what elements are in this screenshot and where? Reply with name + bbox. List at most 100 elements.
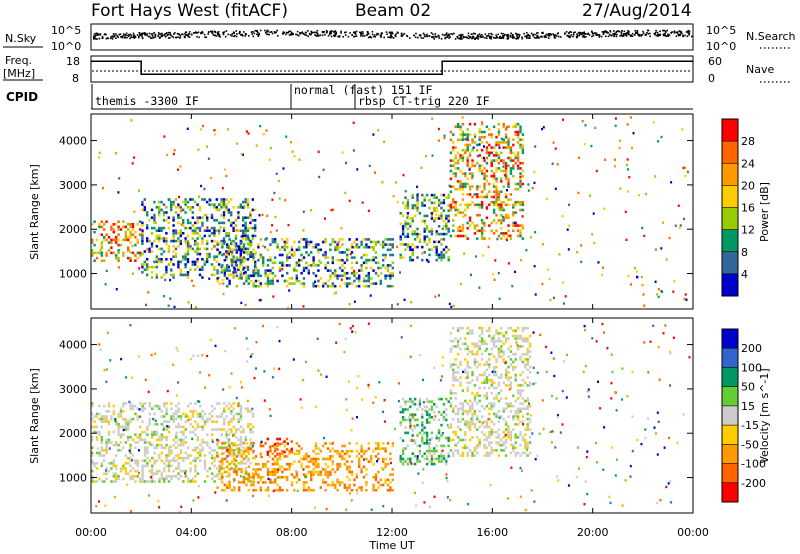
- echo-cell: [326, 483, 330, 487]
- echo-cell: [428, 460, 431, 463]
- echo-cell: [242, 428, 245, 431]
- noise-sample: [598, 34, 601, 36]
- echo-cell: [497, 441, 501, 444]
- echo-cell: [504, 376, 508, 379]
- echo-cell: [194, 263, 197, 266]
- scatter-cell: [618, 146, 621, 150]
- echo-cell: [437, 455, 441, 458]
- echo-cell: [454, 203, 457, 207]
- echo-cell: [227, 420, 231, 423]
- echo-cell: [98, 412, 101, 416]
- echo-cell: [119, 412, 123, 416]
- echo-cell: [158, 438, 161, 442]
- echo-cell: [295, 269, 298, 272]
- scatter-cell: [678, 226, 681, 229]
- echo-cell: [365, 488, 368, 492]
- echo-cell: [507, 371, 510, 374]
- echo-cell: [117, 430, 120, 434]
- echo-cell: [440, 455, 443, 458]
- echo-cell: [490, 402, 493, 405]
- echo-cell: [234, 224, 238, 227]
- echo-cell: [464, 423, 467, 426]
- noise-sample: [187, 33, 190, 36]
- echo-cell: [433, 447, 436, 450]
- echo-cell: [172, 273, 175, 277]
- noise-sample: [233, 31, 235, 34]
- echo-cell: [440, 253, 443, 257]
- echo-cell: [167, 449, 171, 452]
- echo-cell: [151, 464, 154, 468]
- echo-cell: [143, 206, 146, 209]
- echo-cell: [117, 256, 120, 260]
- frequency-trace: [91, 60, 693, 75]
- noise-sample: [620, 34, 623, 36]
- echo-cell: [480, 148, 484, 152]
- noise-sample: [501, 35, 504, 37]
- scatter-cell: [662, 221, 665, 224]
- echo-cell: [516, 122, 520, 126]
- echo-cell: [466, 352, 469, 356]
- scatter-cell: [324, 241, 327, 244]
- echo-cell: [112, 475, 115, 478]
- echo-cell: [348, 486, 351, 489]
- echo-cell: [430, 248, 434, 251]
- echo-cell: [232, 226, 235, 230]
- echo-cell: [146, 213, 149, 217]
- echo-cell: [129, 402, 132, 405]
- noise-sample: [154, 34, 157, 37]
- noise-sample: [458, 34, 461, 37]
- echo-cell: [374, 447, 378, 450]
- echo-cell: [221, 264, 224, 267]
- echo-cell: [160, 226, 163, 230]
- echo-cell: [476, 394, 479, 398]
- echo-cell: [338, 284, 342, 288]
- echo-cell: [226, 243, 229, 246]
- noise-sample: [588, 34, 591, 36]
- echo-cell: [165, 258, 168, 261]
- echo-cell: [122, 467, 125, 470]
- scatter-cell: [209, 199, 212, 202]
- echo-cell: [218, 477, 221, 481]
- noise-sample: [126, 34, 128, 37]
- echo-cell: [235, 258, 238, 262]
- scatter-cell: [657, 295, 660, 299]
- echo-cell: [230, 442, 234, 445]
- scatter-cell: [288, 289, 291, 292]
- echo-cell: [244, 232, 247, 235]
- scatter-cell: [492, 273, 495, 276]
- echo-cell: [117, 243, 120, 247]
- noise-sample: [299, 32, 302, 35]
- echo-cell: [290, 473, 294, 476]
- echo-cell: [170, 459, 173, 462]
- scatter-cell: [654, 280, 657, 283]
- echo-cell: [464, 443, 467, 447]
- echo-cell: [199, 451, 202, 455]
- echo-cell: [119, 407, 123, 410]
- noise-sample: [140, 33, 143, 36]
- echo-cell: [468, 219, 472, 222]
- echo-cell: [112, 410, 115, 413]
- noise-sample: [146, 34, 148, 37]
- echo-cell: [500, 219, 503, 222]
- echo-cell: [165, 464, 168, 468]
- echo-cell: [466, 332, 469, 335]
- noise-sample: [269, 31, 271, 33]
- echo-cell: [100, 254, 103, 257]
- echo-cell: [341, 269, 344, 272]
- echo-cell: [478, 169, 481, 173]
- echo-cell: [100, 436, 103, 439]
- echo-cell: [423, 235, 426, 238]
- scatter-cell: [131, 272, 134, 275]
- echo-cell: [238, 481, 241, 484]
- scatter-cell: [508, 145, 510, 148]
- echo-cell: [129, 459, 132, 462]
- echo-cell: [158, 208, 161, 212]
- echo-cell: [254, 455, 258, 458]
- echo-cell: [317, 269, 320, 272]
- scatter-cell: [332, 208, 335, 211]
- echo-cell: [413, 439, 417, 442]
- noise-sample: [627, 29, 629, 32]
- echo-cell: [107, 433, 111, 436]
- echo-cell: [257, 279, 260, 283]
- echo-cell: [447, 227, 450, 231]
